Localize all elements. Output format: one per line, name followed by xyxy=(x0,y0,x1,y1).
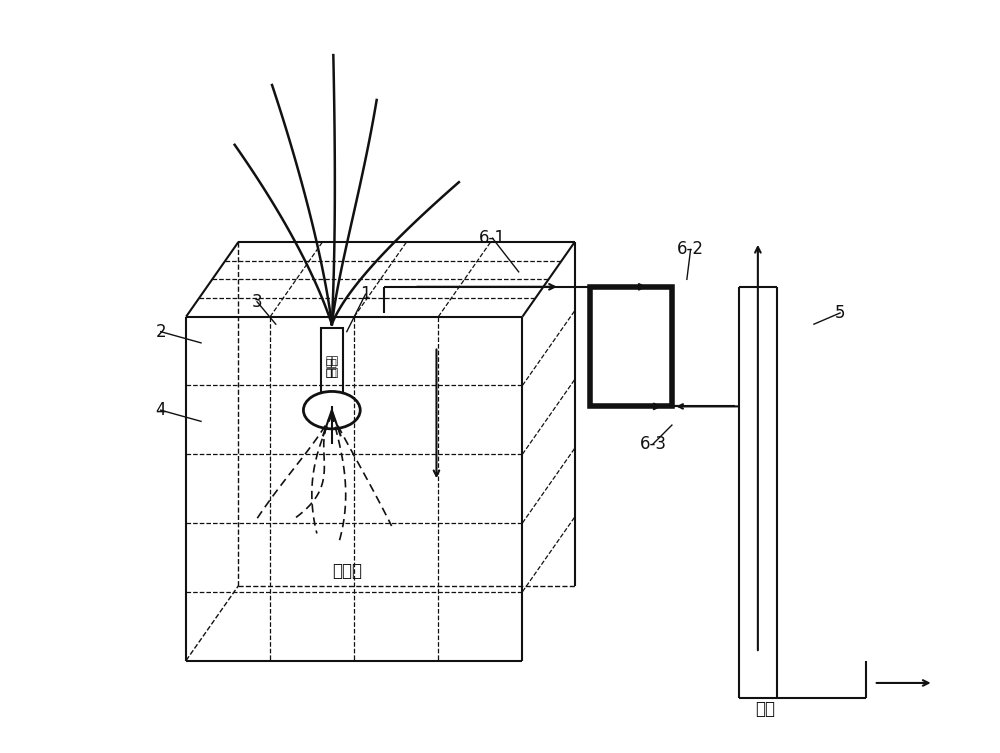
Ellipse shape xyxy=(303,392,360,428)
Text: 6-1: 6-1 xyxy=(479,229,506,247)
Text: 1: 1 xyxy=(360,285,371,303)
Text: 6-3: 6-3 xyxy=(640,434,667,453)
Text: 4: 4 xyxy=(155,401,166,419)
Text: 3: 3 xyxy=(252,293,262,311)
Text: 6-2: 6-2 xyxy=(677,240,704,258)
Text: 2: 2 xyxy=(155,322,166,340)
FancyBboxPatch shape xyxy=(321,328,343,407)
Text: 5: 5 xyxy=(835,304,845,322)
Text: 玉米
幼苗: 玉米 幼苗 xyxy=(325,356,338,378)
Text: 玉米
幼苗: 玉米 幼苗 xyxy=(326,357,338,377)
Text: 氧气: 氧气 xyxy=(755,700,775,718)
Text: 营养液: 营养液 xyxy=(332,562,362,580)
Bar xyxy=(590,287,672,407)
